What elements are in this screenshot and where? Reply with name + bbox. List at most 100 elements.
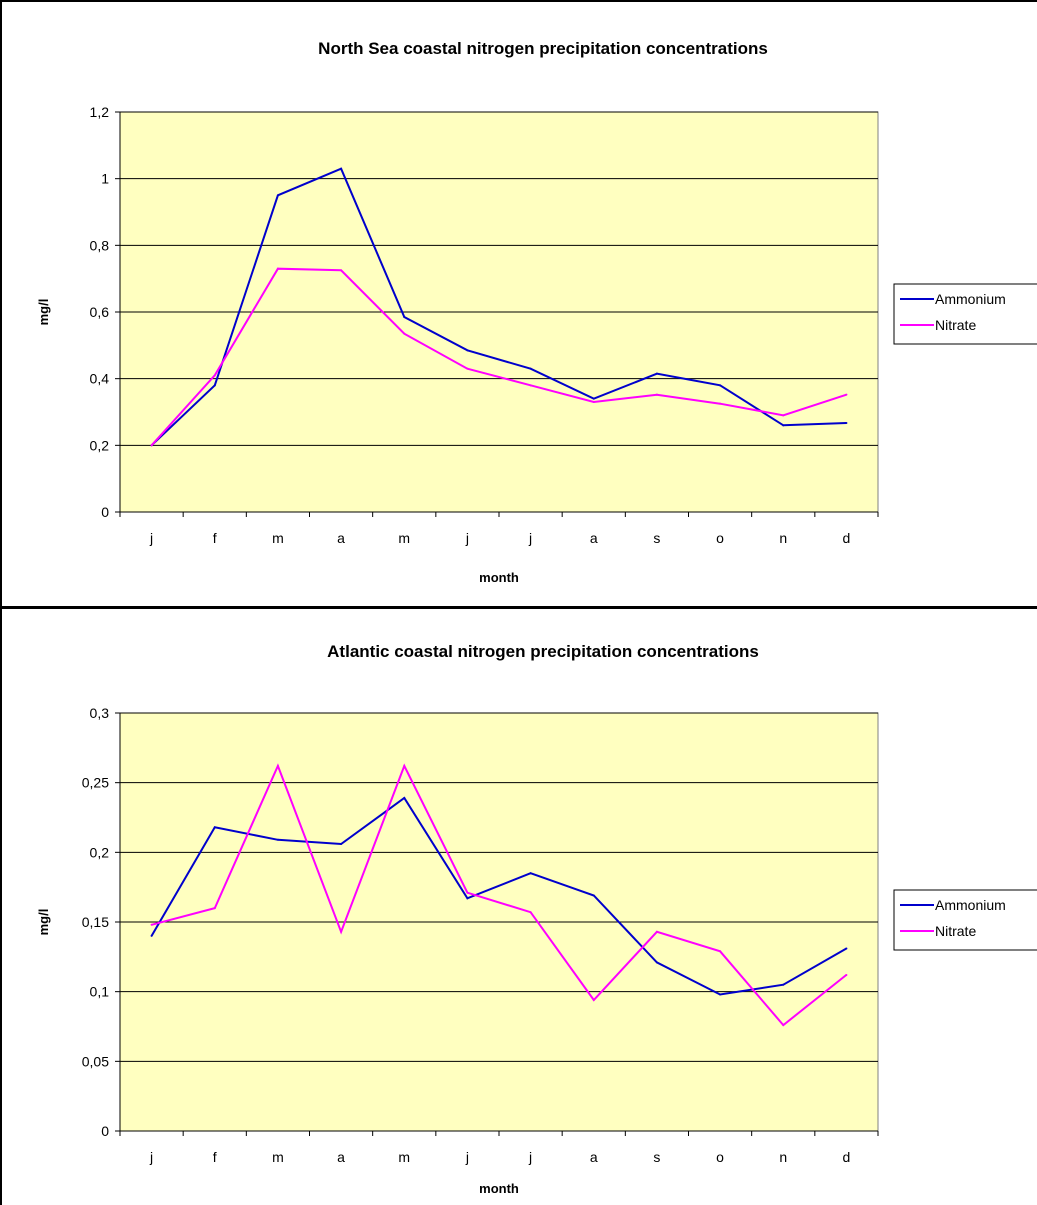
series-line-ammonium — [150, 167, 847, 447]
data-point-nitrate — [655, 930, 658, 933]
data-point-ammonium — [782, 424, 785, 427]
legend-label-nitrate: Nitrate — [935, 923, 976, 939]
x-tick-label: n — [779, 530, 787, 546]
data-point-ammonium — [403, 796, 406, 799]
chart-north-sea: North Sea coastal nitrogen precipitation… — [36, 39, 1037, 585]
x-tick-label: m — [398, 1149, 410, 1165]
data-point-ammonium — [213, 384, 216, 387]
x-tick-label: m — [272, 530, 284, 546]
data-point-ammonium — [782, 983, 785, 986]
series-line-nitrate — [151, 763, 848, 1027]
x-tick-label: s — [653, 1149, 660, 1165]
data-point-ammonium — [150, 934, 153, 937]
legend-label-nitrate: Nitrate — [935, 317, 976, 333]
chart-title: Atlantic coastal nitrogen precipitation … — [327, 642, 759, 661]
data-point-nitrate — [276, 267, 279, 270]
data-point-nitrate — [150, 923, 153, 926]
legend-box — [893, 283, 1037, 345]
data-point-nitrate — [592, 401, 595, 403]
data-point-ammonium — [276, 838, 279, 841]
data-point-nitrate — [276, 764, 279, 767]
series-line-nitrate — [150, 267, 847, 446]
data-point-ammonium — [403, 316, 406, 318]
y-tick-label: 0,1 — [90, 984, 110, 1000]
data-point-ammonium — [529, 367, 532, 370]
data-point-ammonium — [276, 194, 279, 197]
data-point-nitrate — [340, 269, 343, 272]
data-point-ammonium — [845, 947, 848, 950]
x-tick-label: j — [465, 530, 469, 546]
data-point-ammonium — [655, 372, 658, 375]
legend-label-ammonium: Ammonium — [935, 897, 1006, 913]
x-tick-label: s — [653, 530, 660, 546]
data-point-nitrate — [340, 930, 343, 933]
x-tick-label: j — [149, 1149, 153, 1165]
data-point-ammonium — [655, 961, 658, 964]
y-tick-label: 0 — [101, 504, 109, 520]
data-point-nitrate — [782, 414, 785, 417]
y-tick-label: 0,25 — [82, 775, 109, 791]
x-tick-label: f — [213, 1149, 217, 1165]
x-tick-label: a — [590, 530, 598, 546]
x-tick-label: j — [528, 530, 532, 546]
legend-box — [893, 889, 1037, 951]
x-axis-title: month — [479, 1181, 519, 1196]
series-line-ammonium — [150, 796, 847, 996]
x-tick-label: d — [843, 1149, 851, 1165]
y-tick-label: 0,2 — [90, 437, 110, 453]
x-tick-label: f — [213, 530, 217, 546]
data-point-ammonium — [340, 167, 343, 170]
x-tick-label: o — [716, 1149, 724, 1165]
x-tick-label: a — [337, 1149, 345, 1165]
y-tick-label: 0,6 — [90, 304, 110, 320]
data-point-ammonium — [719, 993, 722, 996]
y-axis-title: mg/l — [36, 299, 51, 326]
x-tick-label: j — [528, 1149, 532, 1165]
data-point-nitrate — [529, 911, 532, 914]
y-tick-label: 0,05 — [82, 1053, 109, 1069]
y-tick-label: 0,3 — [90, 705, 110, 721]
data-point-nitrate — [719, 950, 722, 953]
chart-title: North Sea coastal nitrogen precipitation… — [318, 39, 768, 58]
data-point-nitrate — [719, 402, 722, 405]
x-tick-label: m — [272, 1149, 284, 1165]
data-point-nitrate — [845, 393, 848, 396]
data-point-nitrate — [403, 332, 406, 335]
x-tick-label: d — [843, 530, 851, 546]
y-tick-label: 0,8 — [90, 237, 110, 253]
y-tick-label: 1,2 — [90, 104, 110, 120]
data-point-nitrate — [213, 374, 216, 377]
data-point-nitrate — [845, 973, 848, 976]
data-point-ammonium — [466, 897, 469, 900]
x-tick-label: o — [716, 530, 724, 546]
data-point-nitrate — [466, 367, 469, 370]
data-point-ammonium — [529, 872, 532, 875]
y-tick-label: 1 — [101, 171, 109, 187]
data-point-ammonium — [592, 397, 595, 400]
y-tick-label: 0,2 — [90, 844, 110, 860]
y-tick-label: 0 — [101, 1123, 109, 1139]
data-point-nitrate — [466, 891, 469, 894]
data-point-ammonium — [466, 349, 469, 352]
data-point-nitrate — [213, 907, 216, 910]
data-point-nitrate — [403, 764, 406, 767]
chart-panel-atlantic: Atlantic coastal nitrogen precipitation … — [0, 606, 1037, 1205]
x-axis-title: month — [479, 570, 519, 585]
data-point-ammonium — [592, 894, 595, 897]
y-tick-label: 0,15 — [82, 914, 109, 930]
data-point-ammonium — [340, 842, 343, 845]
data-point-nitrate — [655, 393, 658, 396]
chart-panel-north-sea: North Sea coastal nitrogen precipitation… — [0, 0, 1037, 609]
data-point-nitrate — [150, 444, 153, 447]
x-tick-label: n — [779, 1149, 787, 1165]
data-point-ammonium — [719, 384, 722, 387]
legend-label-ammonium: Ammonium — [935, 291, 1006, 307]
y-tick-label: 0,4 — [90, 371, 110, 387]
data-point-ammonium — [845, 422, 848, 424]
data-point-nitrate — [592, 999, 595, 1002]
x-tick-label: j — [149, 530, 153, 546]
x-tick-label: m — [398, 530, 410, 546]
x-tick-label: j — [465, 1149, 469, 1165]
data-point-nitrate — [529, 384, 532, 387]
chart-atlantic: Atlantic coastal nitrogen precipitation … — [36, 642, 1037, 1196]
